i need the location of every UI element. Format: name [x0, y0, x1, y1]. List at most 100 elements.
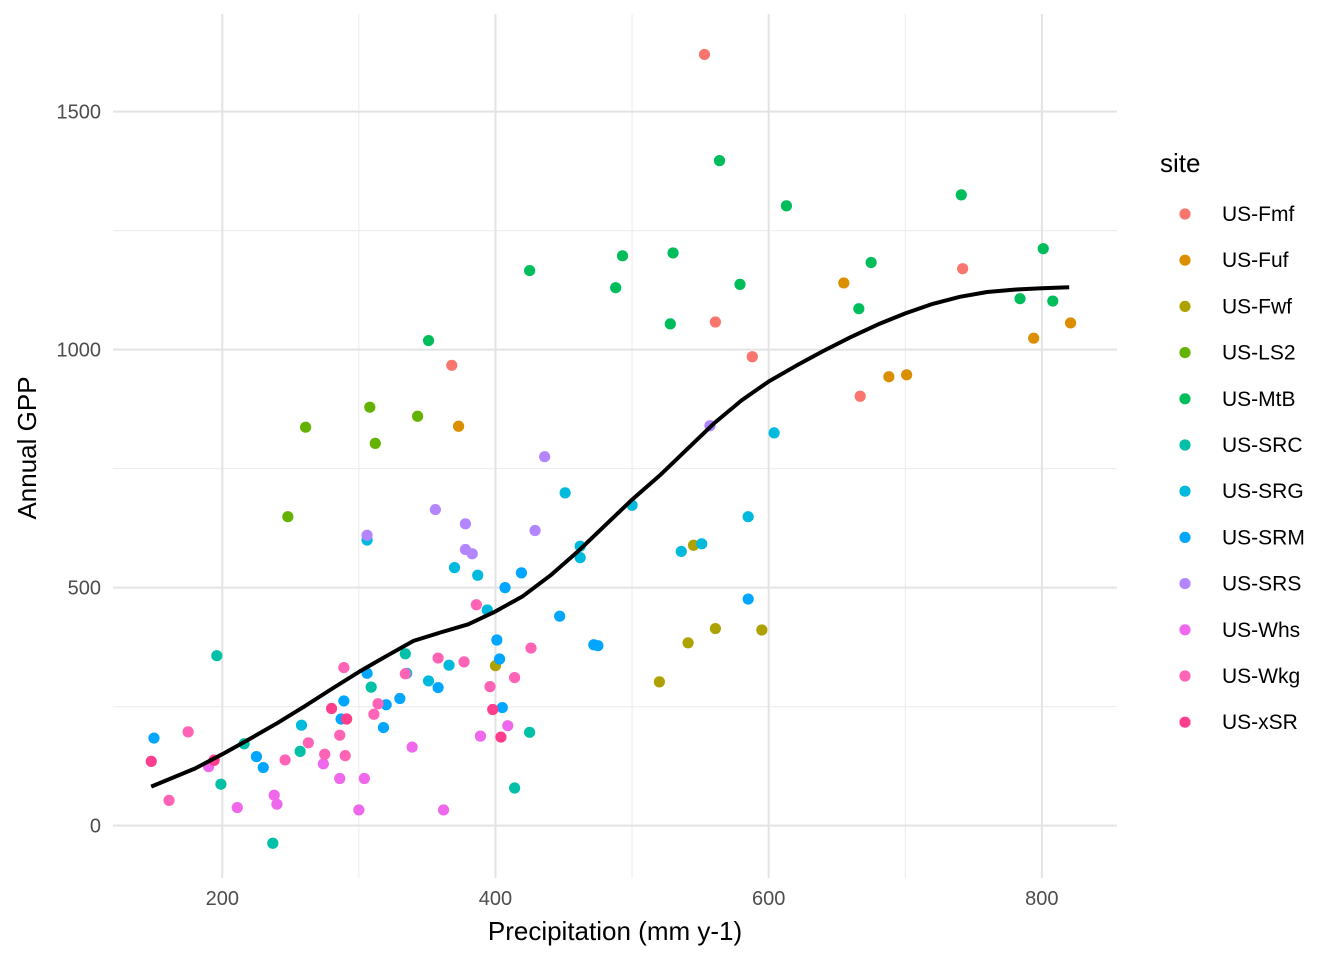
data-point: [338, 661, 350, 674]
data-point: [412, 410, 424, 422]
legend-item: US-LS2: [1179, 342, 1296, 365]
x-tick-label: 400: [479, 888, 512, 910]
legend-key: [1179, 578, 1191, 590]
data-point: [508, 671, 521, 684]
data-point: [1028, 332, 1040, 344]
data-point: [496, 701, 508, 714]
data-point: [448, 562, 461, 574]
legend-key: [1179, 716, 1191, 728]
legend-key: [1179, 347, 1191, 359]
legend: site US-Fmf US-Fuf US-Fwf US-LS2 US-MtB US-SR…: [1160, 148, 1305, 734]
data-point: [302, 737, 314, 749]
data-point: [901, 369, 913, 381]
legend-item: US-xSR: [1179, 711, 1298, 734]
data-point: [470, 599, 482, 611]
data-point: [667, 247, 679, 259]
smooth-line: [150, 285, 1070, 789]
data-point: [682, 637, 694, 649]
data-point: [339, 750, 351, 762]
series-us-wkg: [163, 599, 537, 807]
y-tick-label: 500: [68, 578, 101, 600]
data-point: [709, 622, 722, 635]
legend-label: US-Fwf: [1222, 295, 1292, 318]
data-point: [502, 720, 514, 732]
data-point: [592, 640, 604, 652]
data-point: [380, 699, 392, 711]
data-point: [372, 698, 384, 710]
data-point: [854, 390, 866, 402]
data-point: [554, 610, 566, 622]
series-us-ls2: [282, 401, 424, 523]
data-point: [493, 653, 506, 665]
x-tick-label: 800: [1025, 888, 1058, 910]
y-tick-label: 1000: [57, 340, 102, 362]
data-point: [268, 789, 280, 801]
series-us-srs: [361, 420, 716, 560]
data-point: [508, 782, 521, 794]
legend-item: US-Fmf: [1179, 203, 1294, 226]
data-point: [838, 277, 850, 289]
data-point: [279, 754, 291, 766]
data-point: [422, 675, 435, 687]
data-point: [334, 772, 346, 785]
data-point: [698, 48, 711, 61]
data-point: [432, 652, 444, 664]
series-us-fwf: [489, 539, 768, 688]
data-point: [443, 659, 455, 671]
data-point: [1064, 317, 1077, 329]
legend-label: US-SRG: [1222, 480, 1304, 503]
legend-item: US-Fwf: [1179, 295, 1292, 318]
data-point: [429, 503, 441, 516]
data-point: [399, 648, 411, 660]
data-point: [865, 256, 877, 269]
data-point: [459, 518, 472, 530]
data-point: [664, 318, 676, 330]
data-point: [282, 511, 294, 523]
data-point: [499, 582, 511, 594]
axis-ticks: 200 400 600 800 0 500 1000 1500: [57, 102, 1059, 910]
data-point: [1037, 243, 1049, 255]
data-point: [713, 155, 726, 167]
data-point: [358, 772, 370, 785]
data-point: [525, 642, 537, 654]
legend-item: US-Wkg: [1179, 665, 1300, 688]
data-point: [437, 804, 450, 816]
data-point: [368, 708, 380, 720]
data-point: [1047, 295, 1059, 307]
data-point: [267, 837, 279, 849]
data-point: [742, 511, 754, 523]
x-tick-label: 600: [752, 888, 785, 910]
data-point: [610, 282, 622, 294]
smooth-line-layer: [150, 285, 1070, 789]
legend-label: US-Wkg: [1222, 665, 1300, 688]
data-point: [377, 721, 390, 734]
data-point: [495, 731, 507, 743]
data-point: [742, 593, 754, 605]
y-tick-label: 0: [90, 816, 101, 838]
data-point: [394, 692, 406, 705]
legend-key: [1179, 624, 1191, 636]
data-point: [406, 741, 418, 753]
data-point: [250, 751, 263, 763]
legend-key: [1179, 439, 1191, 451]
data-point: [696, 538, 708, 550]
legend-label: US-Whs: [1222, 619, 1300, 642]
data-point: [1014, 293, 1026, 305]
legend-label: US-Fmf: [1222, 203, 1294, 226]
series-us-fuf: [452, 277, 1077, 432]
data-point: [211, 650, 223, 662]
series-us-fmf: [446, 48, 969, 402]
legend-key: [1179, 300, 1191, 312]
legend-label: US-LS2: [1222, 342, 1296, 365]
x-axis-title: Precipitation (mm y-1): [488, 916, 742, 946]
legend-item: US-SRC: [1179, 434, 1303, 457]
data-point: [734, 278, 746, 290]
data-point: [215, 778, 227, 790]
y-tick-label: 1500: [57, 102, 102, 124]
data-point: [399, 668, 411, 680]
data-point: [340, 713, 353, 725]
data-point: [484, 681, 496, 693]
legend-item: US-SRS: [1179, 573, 1301, 596]
legend-key: [1179, 393, 1191, 405]
